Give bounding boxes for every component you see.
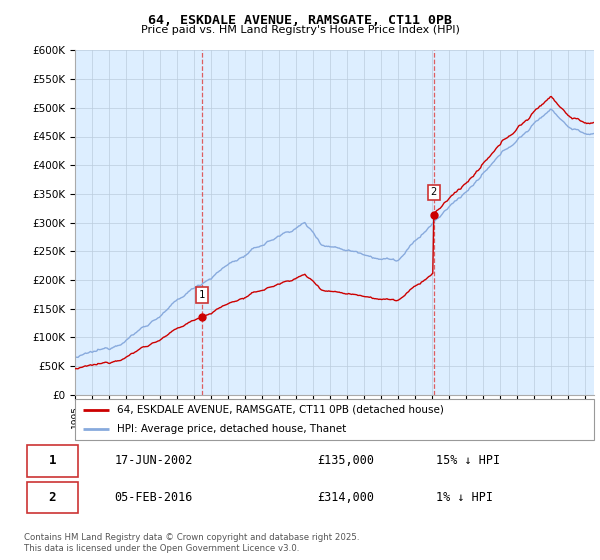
Text: 15% ↓ HPI: 15% ↓ HPI <box>436 454 500 468</box>
Text: HPI: Average price, detached house, Thanet: HPI: Average price, detached house, Than… <box>116 424 346 434</box>
Text: 1% ↓ HPI: 1% ↓ HPI <box>436 491 493 504</box>
FancyBboxPatch shape <box>27 482 77 514</box>
FancyBboxPatch shape <box>27 445 77 477</box>
FancyBboxPatch shape <box>75 399 594 440</box>
Text: 05-FEB-2016: 05-FEB-2016 <box>114 491 193 504</box>
Text: 64, ESKDALE AVENUE, RAMSGATE, CT11 0PB: 64, ESKDALE AVENUE, RAMSGATE, CT11 0PB <box>148 14 452 27</box>
Text: 64, ESKDALE AVENUE, RAMSGATE, CT11 0PB (detached house): 64, ESKDALE AVENUE, RAMSGATE, CT11 0PB (… <box>116 405 443 415</box>
Text: Contains HM Land Registry data © Crown copyright and database right 2025.
This d: Contains HM Land Registry data © Crown c… <box>24 533 359 553</box>
Text: 17-JUN-2002: 17-JUN-2002 <box>114 454 193 468</box>
Text: 2: 2 <box>431 188 437 197</box>
Text: 1: 1 <box>49 454 56 468</box>
Text: £135,000: £135,000 <box>317 454 374 468</box>
Text: 2: 2 <box>49 491 56 504</box>
Text: £314,000: £314,000 <box>317 491 374 504</box>
Text: Price paid vs. HM Land Registry's House Price Index (HPI): Price paid vs. HM Land Registry's House … <box>140 25 460 35</box>
Text: 1: 1 <box>199 290 205 300</box>
